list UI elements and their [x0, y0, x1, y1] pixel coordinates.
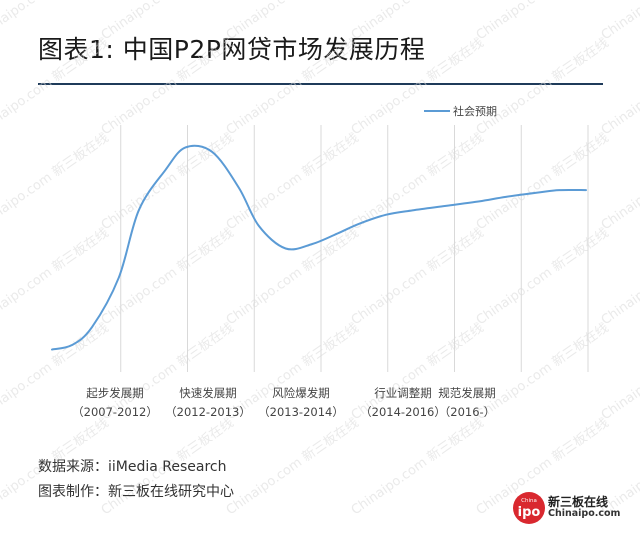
stage-label-4: 规范发展期 [438, 386, 496, 400]
watermark-text: Chinaipo.com 新三板在线 [473, 225, 611, 329]
vertical-gridlines [120, 125, 589, 372]
watermark-text: Chinaipo.com 新三板在线 [0, 0, 112, 43]
watermark-text: Chinaipo.com 新三板在线 [0, 130, 112, 234]
watermark-text: Chinaipo.com 新三板在线 [223, 130, 361, 234]
data-point-10 [285, 248, 287, 250]
watermark-text: Chinaipo.com 新三板在线 [223, 0, 361, 43]
data-point-21 [585, 189, 587, 191]
data-point-7 [211, 151, 213, 153]
watermark-text: Chinaipo.com 新三板在线 [223, 415, 361, 519]
data-point-9 [258, 225, 260, 227]
data-point-1 [71, 344, 73, 346]
watermark-text: Chinaipo.com 新三板在线 [348, 0, 486, 43]
data-point-20 [558, 189, 560, 191]
data-point-0 [51, 349, 53, 351]
stage-period-0: （2007-2012） [72, 405, 158, 419]
stage-period-4: （2016-） [439, 405, 495, 419]
chinaipo-badge-icon: China ipo [513, 492, 545, 524]
watermark-text: Chinaipo.com 新三板在线 [348, 415, 486, 519]
stage-label-1: 快速发展期 [179, 386, 237, 400]
logo-url: Chinaipo.com [548, 508, 621, 519]
watermark-text: Chinaipo.com 新三板在线 [223, 225, 361, 329]
data-point-12 [338, 232, 340, 234]
watermark-text: Chinaipo.com 新三板在线 [98, 130, 236, 234]
data-point-11 [311, 243, 313, 245]
watermark-text: Chinaipo.com 新三板在线 [223, 35, 361, 139]
watermark-text: Chinaipo.com 新三板在线 [598, 0, 640, 43]
data-point-19 [538, 191, 540, 193]
data-point-5 [164, 169, 166, 171]
stage-label-2: 风险爆发期 [272, 386, 330, 400]
logo-badge-main: ipo [518, 505, 541, 520]
watermark-text: Chinaipo.com 新三板在线 [473, 35, 611, 139]
title-divider [38, 83, 603, 85]
data-point-14 [385, 214, 387, 216]
stage-period-2: （2013-2014） [258, 405, 344, 419]
data-source-note: 数据来源：iiMedia Research [38, 459, 227, 475]
chinaipo-logo: China ipo 新三板在线 Chinaipo.com [512, 491, 630, 525]
stage-period-3: （2014-2016） [360, 405, 446, 419]
watermark-text: Chinaipo.com 新三板在线 [98, 35, 236, 139]
chart-title: 图表1: 中国P2P网贷市场发展历程 [38, 35, 426, 64]
stage-label-0: 起步发展期 [86, 386, 144, 400]
data-point-3 [118, 277, 120, 279]
data-point-6 [185, 146, 187, 148]
stage-labels: 起步发展期 （2007-2012） 快速发展期 （2012-2013） 风险爆发期 （20… [72, 386, 496, 419]
data-point-16 [445, 205, 447, 207]
watermark-text: Chinaipo.com 新三板在线 [0, 35, 112, 139]
data-point-18 [505, 196, 507, 198]
data-point-8 [238, 187, 240, 189]
stage-label-3: 行业调整期 [374, 386, 432, 400]
watermark-text: Chinaipo.com 新三板在线 [473, 130, 611, 234]
chart-credit-note: 图表制作：新三板在线研究中心 [38, 484, 234, 500]
data-point-17 [478, 200, 480, 202]
logo-cn-name: 新三板在线 [548, 495, 609, 509]
stage-period-1: （2012-2013） [165, 405, 251, 419]
series-line-social-expectation [51, 144, 587, 351]
data-point-2 [91, 326, 93, 328]
legend: 社会预期 [424, 104, 497, 118]
data-point-13 [358, 223, 360, 225]
legend-label: 社会预期 [453, 104, 497, 118]
data-point-15 [411, 209, 413, 211]
watermark-text: Chinaipo.com 新三板在线 [348, 225, 486, 329]
watermark-text: Chinaipo.com 新三板在线 [473, 0, 611, 43]
data-point-4 [138, 209, 140, 211]
watermark-text: Chinaipo.com 新三板在线 [348, 130, 486, 234]
logo-badge-top: China [521, 498, 537, 504]
watermark-text: Chinaipo.com 新三板在线 [348, 35, 486, 139]
watermark-text: Chinaipo.com 新三板在线 [98, 0, 236, 43]
watermark-text: Chinaipo.com 新三板在线 [0, 225, 112, 329]
